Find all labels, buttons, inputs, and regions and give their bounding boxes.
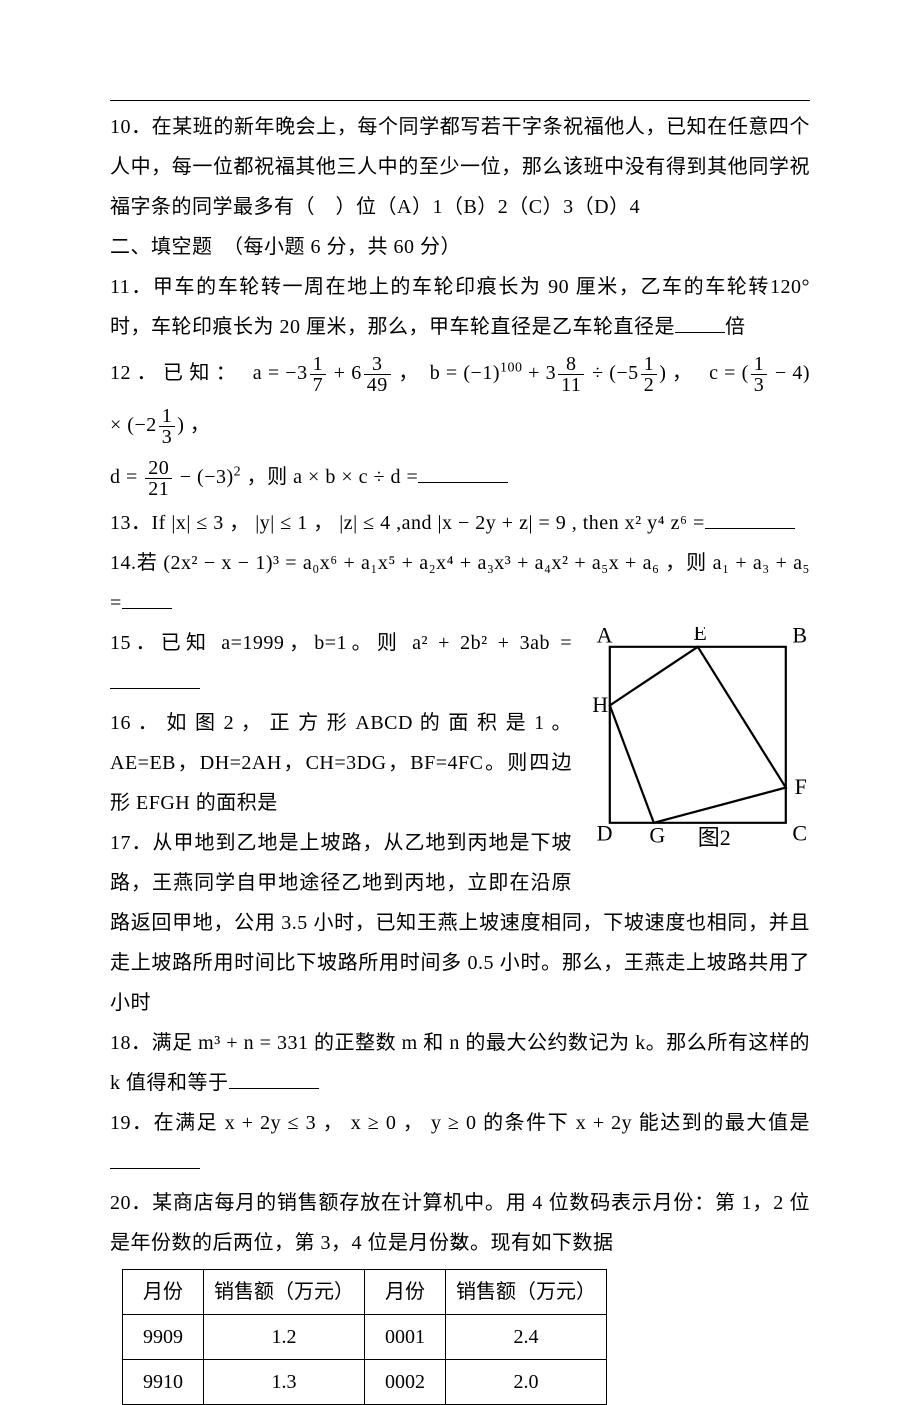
q11-a: 11．甲车的车轮转一周在地上的车轮印痕长为 90 厘米，乙车的车轮转 xyxy=(110,276,770,298)
frac-1-7: 17 xyxy=(310,354,327,395)
top-rule xyxy=(110,100,810,101)
page-number: 2 xyxy=(0,1224,920,1260)
svg-text:E: E xyxy=(693,627,706,645)
q19: 19．在满足 x + 2y ≤ 3 ， x ≥ 0 ， y ≥ 0 的条件下 x… xyxy=(110,1103,810,1183)
col-header: 月份 xyxy=(123,1270,204,1315)
frac-1-2: 12 xyxy=(641,354,658,395)
q12-a: a = −317 + 6349 xyxy=(253,362,399,384)
svg-text:H: H xyxy=(592,692,608,717)
table-cell: 2.4 xyxy=(446,1315,607,1360)
table-cell: 1.3 xyxy=(204,1360,365,1405)
table-cell: 1.2 xyxy=(204,1315,365,1360)
table-cell: 9909 xyxy=(123,1315,204,1360)
q14-blank xyxy=(122,588,172,609)
q15-blank xyxy=(110,668,200,689)
col-header: 销售额（万元） xyxy=(204,1270,365,1315)
q18: 18．满足 m³ + n = 331 的正整数 m 和 n 的最大公约数记为 k… xyxy=(110,1023,810,1103)
svg-text:D: D xyxy=(597,820,613,845)
q18-blank xyxy=(229,1068,319,1089)
q12-b: ， b = (−1)100 + 3811 ÷ (−512) ， xyxy=(398,362,709,384)
q11: 11．甲车的车轮转一周在地上的车轮印痕长为 90 厘米，乙车的车轮转120° 时，… xyxy=(110,267,810,347)
col-header: 月份 xyxy=(365,1270,446,1315)
q11-angle: 120° xyxy=(770,276,810,298)
q12-b-exp: 100 xyxy=(500,360,523,375)
q12-d-prefix: d = xyxy=(110,466,143,488)
q12-d: d = 2021 − (−3)2 xyxy=(110,466,247,488)
q13: 13．If |x| ≤ 3 ， |y| ≤ 1 ， |z| ≤ 4 ,and |… xyxy=(110,503,810,543)
q10: 10．在某班的新年晚会上，每个同学都写若干字条祝福他人，已知在任意四个人中，每一… xyxy=(110,107,810,227)
q11-c: 倍 xyxy=(725,316,746,338)
q14: 14.若 (2x² − x − 1)³ = a₀x⁶ + a₁x⁵ + a₂x⁴… xyxy=(110,543,810,623)
svg-text:A: A xyxy=(597,627,613,647)
table-cell: 0002 xyxy=(365,1360,446,1405)
frac-1-3b: 13 xyxy=(159,406,176,447)
section-2-text: 二、填空题 （每小题 6 分，共 60 分） xyxy=(110,236,461,258)
q13-text: 13．If |x| ≤ 3 ， |y| ≤ 1 ， |z| ≤ 4 ,and |… xyxy=(110,512,705,534)
q12-lead: 12 ． 已 知 ： xyxy=(110,362,247,384)
table-cell: 9910 xyxy=(123,1360,204,1405)
q12-a-mid: + 6 xyxy=(328,362,362,384)
svg-text:图2: 图2 xyxy=(698,825,731,847)
q15-text: 15．已知 a=1999，b=1。则 a² + 2b² + 3ab = xyxy=(110,632,572,654)
table-row: 99101.300022.0 xyxy=(123,1360,607,1405)
q19-text: 19．在满足 x + 2y ≤ 3 ， x ≥ 0 ， y ≥ 0 的条件下 x… xyxy=(110,1112,810,1134)
q10-text: 10．在某班的新年晚会上，每个同学都写若干字条祝福他人，已知在任意四个人中，每一… xyxy=(110,116,810,218)
figure-2: A B C D E F G H 图2 xyxy=(590,627,810,861)
q18-text: 18．满足 m³ + n = 331 的正整数 m 和 n 的最大公约数记为 k… xyxy=(110,1032,810,1094)
q12-tail: ，则 a × b × c ÷ d = xyxy=(247,466,419,488)
svg-text:G: G xyxy=(649,823,665,847)
frac-3-49: 349 xyxy=(364,354,391,395)
svg-text:B: B xyxy=(792,627,807,647)
q12-line1: 12 ． 已 知 ： a = −317 + 6349 ， b = (−1)100… xyxy=(110,347,810,451)
table-cell: 2.0 xyxy=(446,1360,607,1405)
q12-b-div: ÷ (−5 xyxy=(586,362,638,384)
q12-b-close: ) ， xyxy=(659,362,703,384)
q11-b: 时，车轮印痕长为 20 厘米，那么，甲车轮直径是乙车轮直径是 xyxy=(110,316,675,338)
q12-c-prefix: c = ( xyxy=(709,362,749,384)
q12-d-exp: 2 xyxy=(234,464,242,479)
q12-b-prefix: ， b = (−1) xyxy=(398,362,500,384)
svg-text:C: C xyxy=(792,820,807,845)
q14-text: 14.若 (2x² − x − 1)³ = a₀x⁶ + a₁x⁵ + a₂x⁴… xyxy=(110,552,810,614)
q12-c-close: ) ， xyxy=(177,414,210,436)
table-row: 99091.200012.4 xyxy=(123,1315,607,1360)
table-cell: 0001 xyxy=(365,1315,446,1360)
q12-d-mid: − (−3) xyxy=(174,466,233,488)
q11-blank xyxy=(675,312,725,333)
svg-text:F: F xyxy=(795,774,807,799)
q12-b-mid: + 3 xyxy=(523,362,557,384)
q12-line2: d = 2021 − (−3)2 ，则 a × b × c ÷ d = xyxy=(110,451,810,503)
figure-2-svg: A B C D E F G H 图2 xyxy=(590,627,810,847)
section-2-heading: 二、填空题 （每小题 6 分，共 60 分） xyxy=(110,227,810,267)
frac-8-11: 811 xyxy=(558,354,584,395)
q19-blank xyxy=(110,1148,200,1169)
q12-a-prefix: a = −3 xyxy=(253,362,308,384)
frac-1-3a: 13 xyxy=(751,354,768,395)
sales-table: 月份销售额（万元）月份销售额（万元） 99091.200012.499101.3… xyxy=(122,1269,607,1405)
q12-blank xyxy=(418,462,508,483)
q13-blank xyxy=(705,508,795,529)
q16-text: 16 ． 如 图 2 ， 正 方 形 ABCD 的 面 积 是 1 。AE=EB… xyxy=(110,712,572,814)
col-header: 销售额（万元） xyxy=(446,1270,607,1315)
exam-page: 10．在某班的新年晚会上，每个同学都写若干字条祝福他人，已知在任意四个人中，每一… xyxy=(0,0,920,1300)
frac-20-21: 2021 xyxy=(145,458,172,499)
